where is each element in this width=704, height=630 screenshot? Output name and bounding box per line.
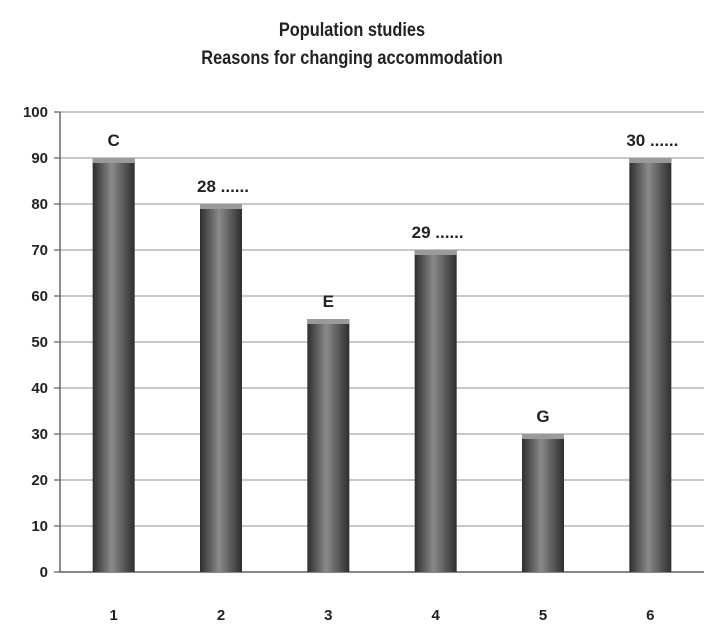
- data-label: C: [108, 131, 120, 150]
- bar: [200, 204, 242, 572]
- y-tick-label: 100: [23, 104, 48, 121]
- bar-cap: [92, 158, 135, 163]
- y-tick-label: 30: [31, 426, 48, 443]
- x-tick-label: 4: [431, 607, 440, 624]
- y-tick-label: 40: [31, 380, 48, 397]
- x-tick-label: 1: [109, 607, 117, 624]
- data-label: 30 ......: [626, 131, 678, 150]
- chart-subtitle: Reasons for changing accommodation: [201, 48, 503, 69]
- bar-cap: [307, 319, 350, 324]
- chart-title: Population studies: [278, 20, 426, 41]
- y-tick-label: 0: [40, 564, 48, 581]
- data-label: 28 ......: [197, 177, 249, 196]
- y-tick-label: 80: [31, 196, 48, 213]
- bar: [92, 158, 135, 572]
- y-tick-label: 60: [31, 288, 48, 305]
- bar-cap: [522, 434, 564, 439]
- y-tick-label: 90: [31, 150, 48, 167]
- y-tick-label: 70: [31, 242, 48, 259]
- y-tick-label: 10: [31, 518, 48, 535]
- data-label: 29 ......: [412, 223, 464, 242]
- bar-cap: [200, 204, 242, 209]
- x-tick-label: 5: [539, 607, 547, 624]
- x-tick-label: 2: [217, 607, 225, 624]
- bar: [414, 250, 457, 572]
- y-tick-label: 50: [31, 334, 48, 351]
- bar: [522, 434, 564, 572]
- data-label: E: [323, 292, 334, 311]
- bar: [629, 158, 672, 572]
- x-tick-label: 6: [646, 607, 654, 624]
- bar-cap: [414, 250, 457, 255]
- bar: [307, 319, 350, 572]
- data-label: G: [536, 407, 549, 426]
- bar-cap: [629, 158, 672, 163]
- y-tick-label: 20: [31, 472, 48, 489]
- x-tick-label: 3: [324, 607, 332, 624]
